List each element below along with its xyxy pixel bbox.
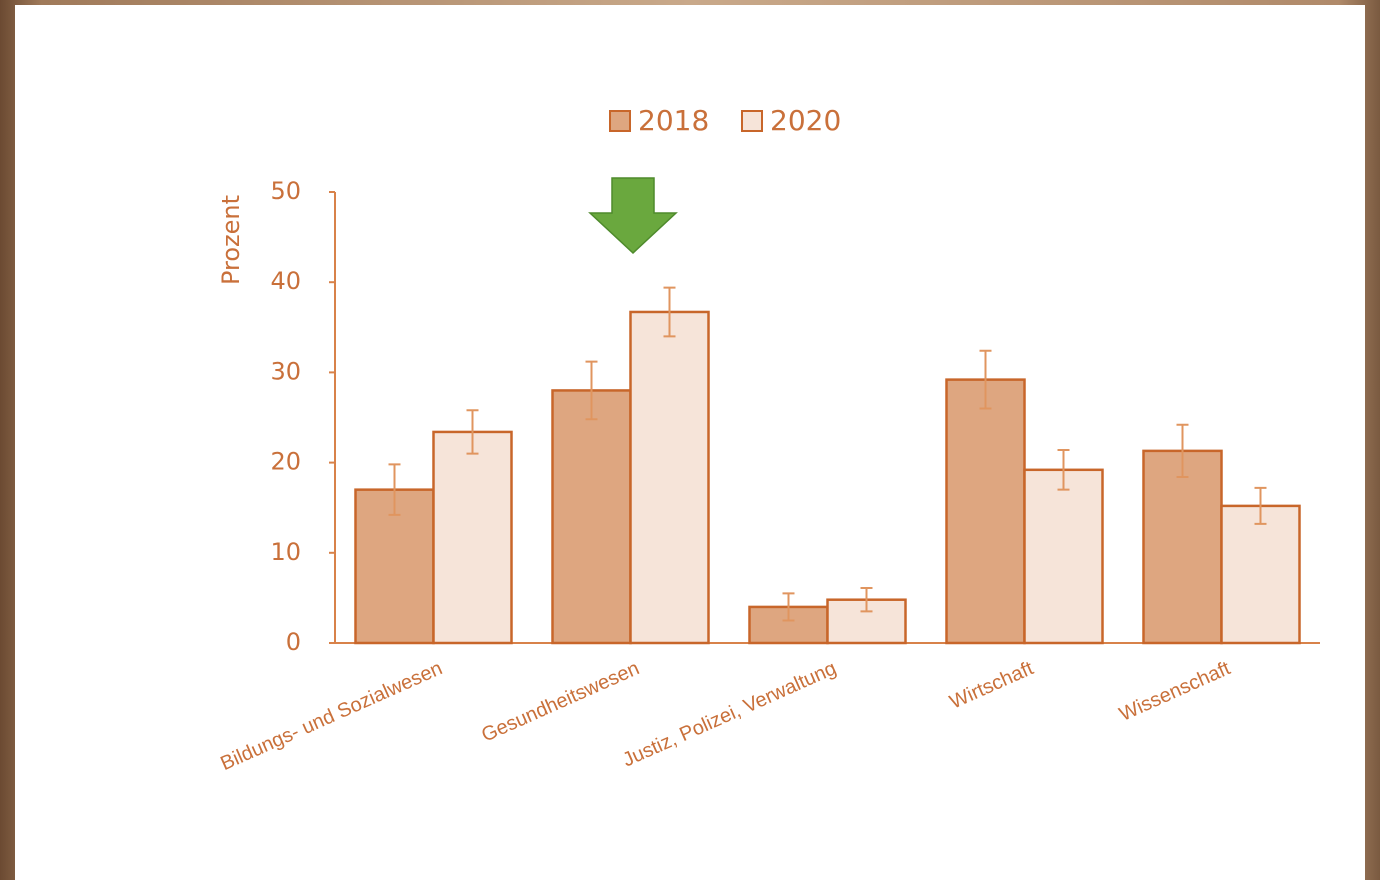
error-bar [860, 586, 873, 613]
legend-swatch [609, 110, 631, 132]
error-bar [1254, 486, 1267, 525]
bar [1023, 468, 1104, 645]
y-tick-label: 10 [270, 538, 301, 566]
bar [1220, 504, 1301, 645]
error-bar [585, 360, 598, 421]
highlight-arrow [588, 177, 678, 255]
bar [1142, 449, 1223, 645]
legend-label: 2018 [638, 104, 709, 137]
legend-label: 2020 [770, 104, 841, 137]
bar [945, 378, 1026, 645]
bar [748, 605, 829, 645]
error-bar [782, 592, 795, 622]
bar [551, 389, 632, 645]
error-bar [466, 409, 479, 455]
error-bar [663, 286, 676, 338]
error-bar [1176, 423, 1189, 479]
error-bar [388, 463, 401, 516]
error-bar [979, 349, 992, 410]
y-axis-label: Prozent [217, 195, 245, 285]
y-tick-label: 50 [270, 177, 301, 205]
y-tick-label: 40 [270, 267, 301, 295]
legend-swatch [741, 110, 763, 132]
y-tick-label: 30 [270, 357, 301, 385]
bar [629, 310, 710, 645]
error-bar [1057, 448, 1070, 491]
bar [432, 430, 513, 645]
y-tick-label: 0 [286, 628, 301, 656]
y-tick-label: 20 [270, 448, 301, 476]
